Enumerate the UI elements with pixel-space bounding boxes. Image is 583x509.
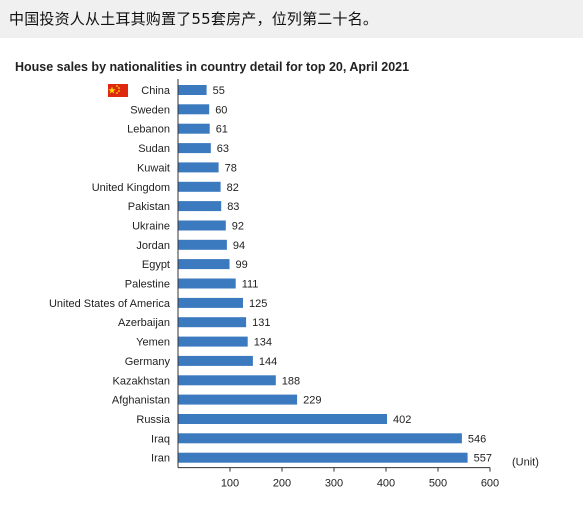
value-label: 92 — [232, 221, 244, 233]
bar-sweden — [178, 104, 210, 115]
value-label: 83 — [227, 201, 239, 213]
bar-sudan — [178, 143, 211, 154]
category-label: Yemen — [136, 337, 170, 349]
value-labels-group: 55 60 61 63 78 82 83 92 94 99 111 125 131 134 144 18822… — [213, 85, 492, 465]
value-label: 134 — [254, 337, 272, 349]
caption-text: 中国投资人从土耳其购置了55套房产，位列第二十名。 — [9, 10, 379, 28]
value-label: 125 — [249, 298, 267, 310]
value-label: 144 — [259, 356, 277, 368]
bar-pakistan — [178, 201, 222, 212]
category-label: Kuwait — [137, 162, 170, 174]
category-label: United Kingdom — [92, 182, 170, 194]
value-label: 546 — [468, 433, 486, 445]
chart-title: House sales by nationalities in country … — [15, 60, 410, 74]
bar-germany — [178, 355, 253, 366]
category-label: Azerbaijan — [118, 317, 170, 329]
x-axis-group: 100 200 300 400 500 600 (Unit) — [177, 79, 539, 490]
bar-russia — [178, 414, 387, 424]
bar-china — [178, 85, 207, 95]
x-tick-label: 100 — [221, 478, 239, 490]
value-label: 557 — [474, 453, 492, 465]
bar-kazakhstan — [178, 375, 276, 386]
category-label: Sudan — [138, 143, 170, 155]
category-label: Russia — [136, 414, 171, 426]
bar-palestine — [178, 278, 236, 289]
caption-band — [0, 0, 583, 38]
category-label: Germany — [125, 356, 171, 368]
x-tick-label: 600 — [481, 478, 499, 490]
bar-kuwait — [178, 162, 219, 173]
value-label: 402 — [393, 414, 411, 426]
category-label: China — [141, 85, 171, 97]
bar-iraq — [178, 433, 462, 444]
value-label: 229 — [303, 395, 321, 407]
bars-group — [178, 85, 468, 463]
bar-iran — [178, 452, 468, 463]
category-label: Palestine — [125, 279, 170, 291]
value-label: 78 — [225, 162, 237, 174]
bar-united-states-of-america — [178, 297, 243, 308]
category-labels-group: China Sweden Lebanon Sudan Kuwait United King… — [49, 84, 171, 465]
bar-lebanon — [178, 123, 210, 134]
value-label: 63 — [217, 143, 229, 155]
value-label: 61 — [216, 124, 228, 136]
bar-united-kingdom — [178, 181, 221, 192]
bar-egypt — [178, 259, 230, 270]
china-flag-icon — [108, 84, 128, 97]
category-label: Ukraine — [132, 221, 170, 233]
category-label: Egypt — [142, 259, 170, 271]
x-tick-label: 200 — [273, 478, 291, 490]
x-tick-label: 300 — [325, 478, 343, 490]
value-label: 188 — [282, 375, 300, 387]
category-label: Iraq — [151, 433, 170, 445]
x-tick-label: 500 — [429, 478, 447, 490]
value-label: 60 — [215, 104, 227, 116]
category-label: Sweden — [130, 104, 170, 116]
chart-card — [5, 52, 577, 504]
x-tick-label: 400 — [377, 478, 395, 490]
bar-yemen — [178, 336, 248, 347]
value-label: 131 — [252, 317, 270, 329]
bar-jordan — [178, 239, 227, 250]
value-label: 111 — [242, 279, 259, 291]
value-label: 94 — [233, 240, 245, 252]
bar-azerbaijan — [178, 317, 247, 328]
value-label: 55 — [213, 85, 225, 97]
value-label: 82 — [227, 182, 239, 194]
category-label: Jordan — [136, 240, 170, 252]
value-label: 99 — [236, 259, 248, 271]
unit-label: (Unit) — [512, 457, 539, 469]
category-label: Iran — [151, 453, 170, 465]
bar-ukraine — [178, 220, 226, 231]
category-label: Afghanistan — [112, 395, 170, 407]
category-label: Lebanon — [127, 124, 170, 136]
bar-afghanistan — [178, 394, 298, 405]
category-label: Kazakhstan — [113, 375, 170, 387]
category-label: Pakistan — [128, 201, 170, 213]
category-label: United States of America — [49, 298, 171, 310]
